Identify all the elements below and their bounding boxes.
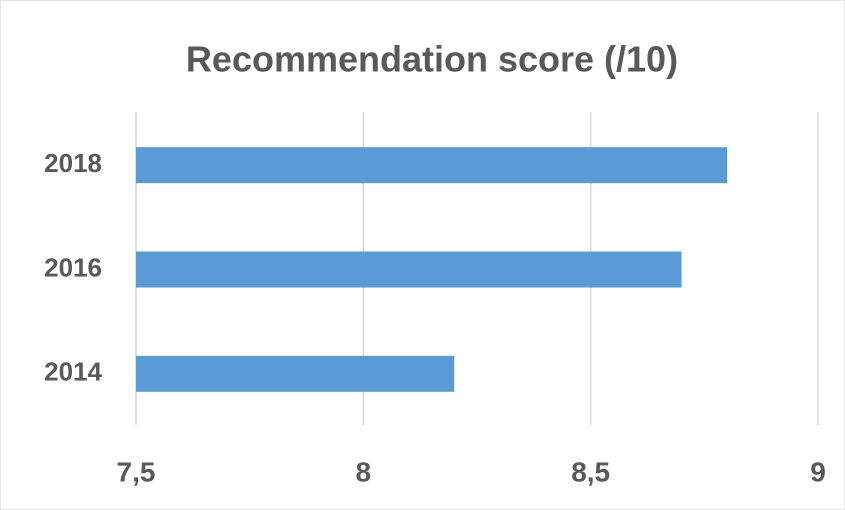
x-tick-label: 9	[810, 456, 826, 487]
x-tick-label: 8,5	[571, 456, 610, 487]
bar	[136, 355, 455, 392]
x-tick-label: 7,5	[117, 456, 156, 487]
y-tick-label: 2016	[44, 252, 102, 282]
bar	[136, 147, 728, 184]
y-tick-label: 2014	[44, 357, 102, 387]
bar	[136, 251, 682, 288]
chart-title: Recommendation score (/10)	[186, 39, 678, 80]
x-tick-label: 8	[356, 456, 372, 487]
y-tick-label: 2018	[44, 148, 102, 178]
